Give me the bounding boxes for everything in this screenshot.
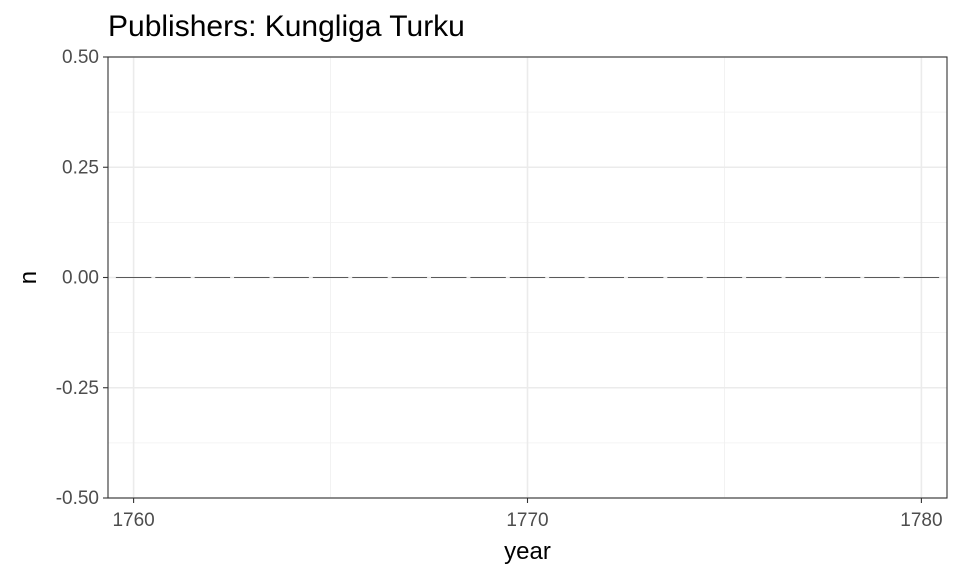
x-axis: 1760 1770 1780: [112, 498, 943, 531]
bar-1766: [352, 277, 388, 278]
bar-1777: [785, 277, 821, 278]
bars-layer: [115, 277, 940, 278]
bar-1776: [746, 277, 782, 278]
x-tick-label: 1760: [112, 510, 154, 531]
x-tick-label: 1780: [900, 510, 942, 531]
chart-title: Publishers: Kungliga Turku: [108, 10, 465, 43]
bar-1780: [903, 277, 940, 278]
bar-1764: [273, 277, 309, 278]
bar-1774: [667, 277, 703, 278]
bar-1762: [194, 277, 231, 278]
bar-1760: [115, 277, 152, 278]
bar-1769: [470, 277, 506, 278]
y-tick-label: 0.25: [62, 157, 99, 178]
bar-1768: [430, 277, 467, 278]
y-tick-label: -0.50: [56, 488, 99, 509]
bar-1775: [706, 277, 743, 278]
bar-1773: [627, 277, 664, 278]
bar-1772: [588, 277, 625, 278]
y-axis-title: n: [15, 271, 42, 284]
y-tick-label: 0.00: [62, 268, 99, 289]
y-tick-label: -0.25: [56, 378, 99, 399]
bar-1771: [549, 277, 585, 278]
bar-1770: [509, 277, 546, 278]
x-axis-title: year: [504, 538, 551, 565]
bar-1763: [234, 277, 270, 278]
bar-1761: [155, 277, 191, 278]
bar-1779: [864, 277, 900, 278]
bar-1765: [312, 277, 349, 278]
y-axis: -0.50 -0.25 0.00 0.25 0.50: [56, 47, 108, 509]
bar-1767: [391, 277, 428, 278]
x-tick-label: 1770: [506, 510, 548, 531]
bar-1778: [824, 277, 861, 278]
y-tick-label: 0.50: [62, 47, 99, 68]
